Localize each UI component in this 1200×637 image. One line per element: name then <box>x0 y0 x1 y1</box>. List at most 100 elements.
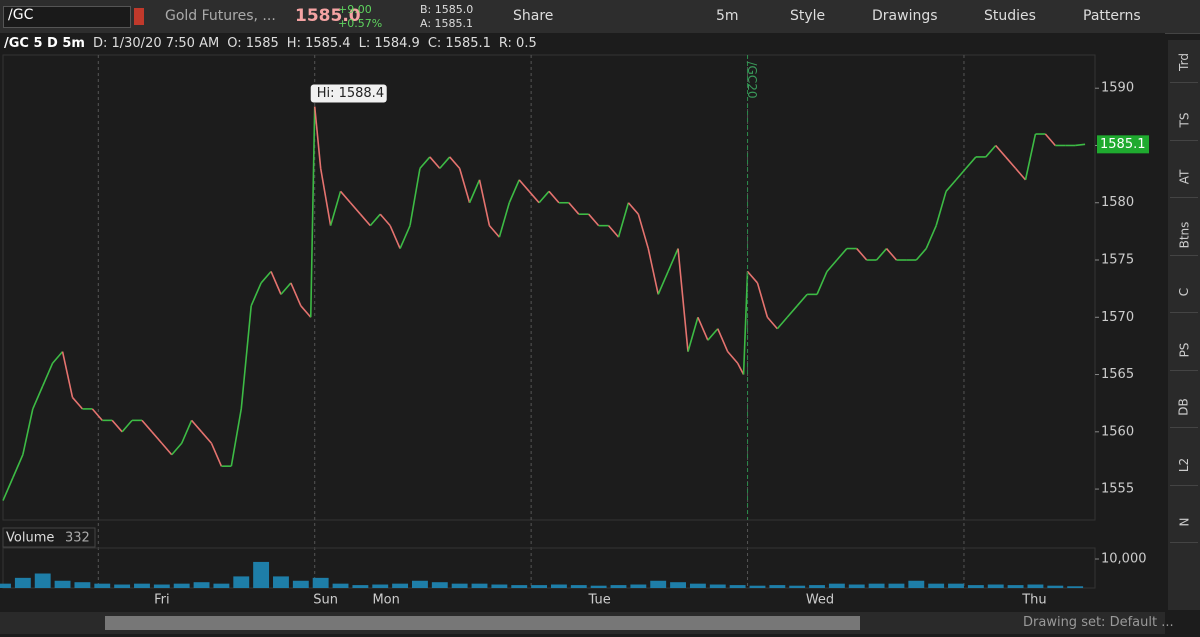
price-segment <box>875 248 888 261</box>
price-segment <box>151 431 163 444</box>
price-segment <box>995 144 1007 158</box>
volume-bar <box>74 582 91 588</box>
volume-bar <box>868 583 885 588</box>
interval-button[interactable]: 5m <box>716 8 739 24</box>
price-segment <box>727 351 739 364</box>
volume-bar <box>233 576 250 588</box>
price-segment <box>468 179 481 204</box>
side-tab-label: L2 <box>1176 457 1191 472</box>
volume-bar <box>412 580 428 588</box>
side-tab[interactable]: Btns <box>1170 215 1198 256</box>
volume-bar <box>273 576 289 588</box>
y-tick-label: 1590 <box>1101 81 1134 96</box>
side-tab-label: DB <box>1176 398 1191 416</box>
volume-bar <box>809 585 825 588</box>
side-tab-label: Trd <box>1177 53 1191 71</box>
symbol-box[interactable]: /GC <box>3 6 131 28</box>
high: H: 1585.4 <box>286 36 351 51</box>
volume-bar <box>193 582 210 588</box>
price-segment <box>270 271 282 295</box>
price-segment <box>369 213 381 227</box>
price-segment <box>240 305 252 409</box>
price-segment <box>478 179 491 226</box>
bid: B: 1585.0 <box>420 3 474 16</box>
scroll-thumb[interactable] <box>105 616 860 630</box>
volume-bar <box>670 582 686 588</box>
side-tab-label: Btns <box>1176 221 1191 248</box>
volume-bar <box>1047 585 1064 588</box>
price-segment <box>508 179 520 204</box>
price-segment <box>816 271 828 295</box>
volume-bar <box>14 577 31 588</box>
volume-bar <box>292 580 309 588</box>
price-segment <box>518 179 530 192</box>
volume-bar <box>491 584 508 588</box>
drawing-set[interactable]: Drawing set: Default ... <box>1023 615 1174 630</box>
volume-area <box>2 547 1096 589</box>
price-segment <box>697 316 709 341</box>
price-segment <box>687 317 699 352</box>
price-segment <box>210 442 223 467</box>
date: D: 1/30/20 7:50 AM <box>92 36 220 51</box>
price-segment <box>439 156 451 169</box>
volume-bar <box>451 583 468 588</box>
volume-bar <box>1007 585 1024 588</box>
studies-button[interactable]: Studies <box>984 8 1036 24</box>
volume-bar <box>828 583 845 588</box>
price-segment <box>1044 133 1056 147</box>
side-tabs: Trd TS AT Btns C PS DB L2 N <box>1168 40 1200 610</box>
price-segment <box>91 408 103 421</box>
price-segment <box>756 282 769 318</box>
price-segment <box>826 259 838 272</box>
price-segment <box>399 225 411 249</box>
side-tab[interactable]: L2 <box>1170 445 1198 486</box>
link-icon[interactable] <box>134 8 144 25</box>
volume-bar <box>888 583 905 588</box>
drawings-button[interactable]: Drawings <box>872 8 938 24</box>
y-tick-label: 1570 <box>1101 310 1134 325</box>
y-tick-label: 1575 <box>1101 253 1134 268</box>
price-segment <box>945 179 957 192</box>
price-segment <box>379 213 391 227</box>
volume-bar <box>253 561 270 588</box>
x-tick-label: Wed <box>806 593 834 608</box>
side-tab[interactable]: PS <box>1170 330 1198 371</box>
share-button[interactable]: Share <box>513 8 554 24</box>
price-segment <box>171 442 183 456</box>
volume-bar <box>431 582 448 588</box>
side-tab[interactable]: TS <box>1170 100 1198 141</box>
volume-bar <box>173 583 190 588</box>
volume-bar <box>94 583 111 588</box>
patterns-button[interactable]: Patterns <box>1083 8 1141 24</box>
side-tab[interactable]: DB <box>1170 387 1198 428</box>
volume-bar <box>352 585 369 588</box>
volume-bar <box>749 585 766 588</box>
side-tab[interactable]: C <box>1170 272 1198 313</box>
y-tick-label: 1560 <box>1101 424 1134 439</box>
side-tab[interactable]: Trd <box>1170 42 1198 83</box>
price-segment <box>885 248 898 261</box>
price-segment <box>389 225 401 249</box>
y-tick-label: 1565 <box>1101 367 1134 382</box>
price-segment <box>111 419 123 433</box>
side-tab[interactable]: AT <box>1170 157 1198 198</box>
close: C: 1585.1 <box>427 36 491 51</box>
volume-bar <box>531 585 548 588</box>
side-tab[interactable]: N <box>1170 502 1198 543</box>
price-segment <box>836 248 848 261</box>
style-button[interactable]: Style <box>790 8 826 24</box>
last-price: 1585.0 <box>295 6 361 26</box>
price-segment <box>965 156 977 169</box>
side-tab-label: AT <box>1176 169 1191 185</box>
last-price-tag <box>1097 135 1149 154</box>
price-segment <box>52 351 64 364</box>
price-segment <box>429 156 441 169</box>
volume-bar <box>967 585 984 588</box>
price-segment <box>290 282 302 307</box>
volume-bar <box>908 580 925 588</box>
price-segment <box>141 419 153 433</box>
volume-bar <box>650 580 667 588</box>
volume-bar <box>610 585 627 588</box>
x-tick-label: Fri <box>154 593 170 608</box>
